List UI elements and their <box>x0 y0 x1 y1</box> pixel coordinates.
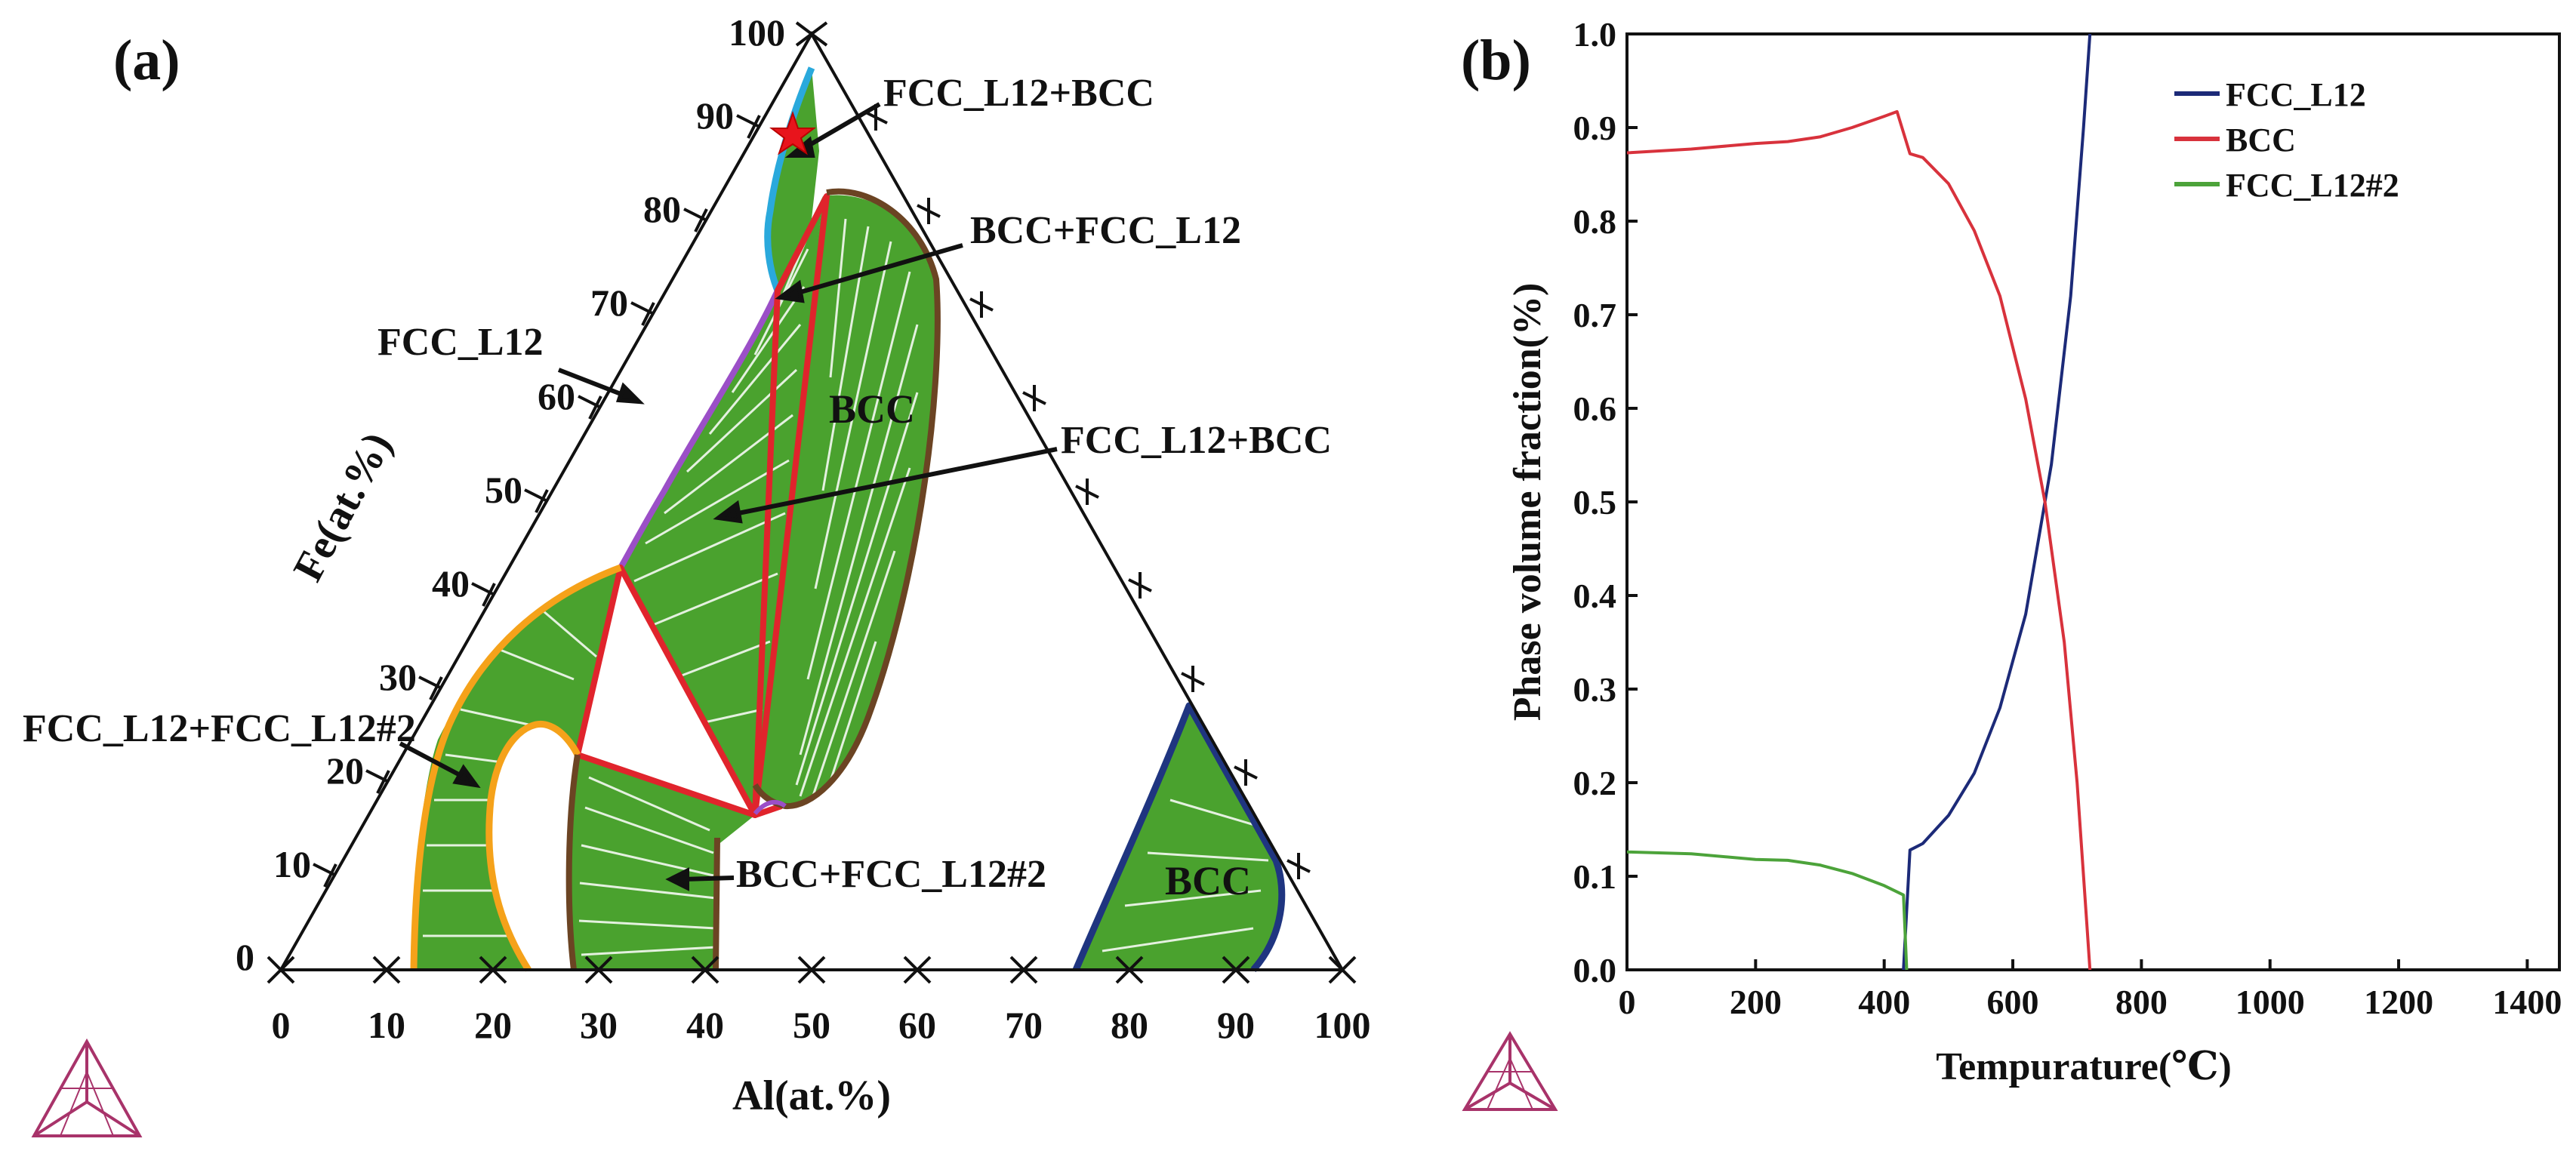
y-axis-ticks: 0.0 0.1 0.2 0.3 0.4 0.5 0.6 0.7 0.8 0.9 1.0 <box>1573 15 1638 989</box>
left-tick-label: 70 <box>590 282 628 324</box>
panel-a-label: (a) <box>113 29 180 92</box>
tick-marks <box>267 21 1357 984</box>
annotation-fcc-l12: FCC_L12 <box>377 321 544 364</box>
x-axis-ticks: 0 200 400 600 800 1000 1200 1400 <box>1619 959 2562 1021</box>
annotation-fcc-fcc2: FCC_L12+FCC_L12#2 <box>23 707 416 750</box>
plot-frame <box>1625 32 2561 971</box>
annotation-arrows <box>399 102 1058 891</box>
series-line-fcc-l12-2 <box>1626 850 1909 971</box>
brown-boundary-lens <box>752 188 941 810</box>
region-bcc-lens <box>755 195 938 807</box>
bottom-tick-label: 90 <box>1217 1004 1255 1046</box>
y-tick-label: 0.5 <box>1573 483 1617 522</box>
left-tick-label: 0 <box>236 936 254 978</box>
tie-lines <box>423 218 1273 956</box>
brown-boundary-right <box>713 837 720 971</box>
bottom-tick-labels: 0 10 20 30 40 50 60 70 80 90 100 <box>272 1004 1371 1046</box>
left-tick-label: 90 <box>696 94 734 137</box>
bottom-tick-label: 70 <box>1005 1004 1043 1046</box>
purple-link <box>753 799 787 816</box>
bottom-tick-label: 60 <box>898 1004 936 1046</box>
left-tick-labels: 0 10 20 30 40 50 60 70 80 90 100 <box>236 11 785 978</box>
annotation-bcc-fcc: BCC+FCC_L12 <box>970 209 1241 252</box>
y-axis-title: Phase volume fraction(%) <box>1506 283 1549 722</box>
x-tick-label: 400 <box>1858 983 1910 1021</box>
star-marker <box>769 110 816 155</box>
purple-boundary <box>618 289 781 570</box>
red-triangle-mid <box>752 195 830 818</box>
series-line-bcc <box>1626 109 2092 971</box>
y-tick-label: 0.1 <box>1573 857 1617 896</box>
y-tick-label: 0.7 <box>1573 296 1617 334</box>
x-axis-title: Tempurature(℃) <box>1936 1045 2232 1088</box>
y-tick-label: 0.8 <box>1573 202 1617 241</box>
series-lines <box>1626 33 2092 971</box>
bottom-tick-label: 30 <box>580 1004 618 1046</box>
region-top-fcc-bcc <box>767 68 819 291</box>
bottom-tick-label: 10 <box>368 1004 405 1046</box>
annotation-fcc-bcc-mid: FCC_L12+BCC <box>1061 419 1332 462</box>
x-tick-label: 600 <box>1987 983 2039 1021</box>
region-bcc-fcc2 <box>569 755 755 970</box>
left-tick-label: 30 <box>379 656 417 698</box>
left-tick-label: 50 <box>485 469 522 511</box>
orange-boundary-inner <box>485 720 581 972</box>
cyan-boundary <box>764 66 815 292</box>
left-tick-label: 60 <box>538 375 575 417</box>
orange-boundary-outer <box>410 564 622 971</box>
ternary-diagram: 0 10 20 30 40 50 60 70 80 90 100 0 10 20… <box>23 11 1371 1137</box>
x-tick-label: 0 <box>1619 983 1636 1021</box>
axis-label-al: Al(at.%) <box>732 1072 891 1119</box>
series-line-fcc-l12 <box>1902 33 2092 971</box>
x-tick-label: 800 <box>2115 983 2168 1021</box>
annotation-bcc-fcc2: BCC+FCC_L12#2 <box>736 853 1046 896</box>
bottom-tick-label: 0 <box>272 1004 291 1046</box>
phase-fraction-chart: (b) 0.0 0.1 0.2 0.3 0.4 0.5 0.6 0.7 0.8 0.9 1.0 0 2… <box>1461 15 2562 1111</box>
left-tick-label: 80 <box>643 188 681 230</box>
left-tick-label: 40 <box>432 562 470 605</box>
region-fcc-fcc2 <box>414 568 621 970</box>
left-tick-label: 100 <box>729 11 785 54</box>
panel-b-label: (b) <box>1461 29 1531 92</box>
brown-boundary-left <box>565 754 581 971</box>
y-tick-label: 0.4 <box>1573 577 1617 615</box>
phase-boundaries <box>410 66 1286 972</box>
x-tick-label: 1000 <box>2236 983 2305 1021</box>
x-tick-label: 1400 <box>2492 983 2562 1021</box>
y-tick-label: 0.3 <box>1573 670 1617 709</box>
legend-label: BCC <box>2226 122 2296 158</box>
annotation-top: FCC_L12+BCC <box>883 72 1154 115</box>
legend-label: FCC_L12 <box>2226 76 2366 113</box>
region-bcc-right <box>1076 706 1282 970</box>
y-tick-label: 0.9 <box>1573 109 1617 147</box>
bcc-center-label: BCC <box>829 386 915 432</box>
left-tick-label: 20 <box>326 749 364 792</box>
bottom-tick-label: 100 <box>1314 1004 1371 1046</box>
thermo-logo-icon-a <box>31 1038 143 1137</box>
bottom-tick-label: 40 <box>686 1004 724 1046</box>
thermo-logo-icon-b <box>1462 1031 1558 1111</box>
y-tick-label: 0.0 <box>1573 951 1617 989</box>
axis-label-fe: Fe(at.%) <box>285 425 402 589</box>
blue-boundary <box>1072 702 1286 972</box>
legend: FCC_L12 BCC FCC_L12#2 <box>2174 76 2399 204</box>
y-tick-label: 1.0 <box>1573 15 1617 54</box>
red-triangle-low <box>575 565 758 818</box>
x-tick-label: 1200 <box>2364 983 2433 1021</box>
bottom-tick-label: 50 <box>793 1004 830 1046</box>
x-tick-label: 200 <box>1730 983 1782 1021</box>
bcc-right-label: BCC <box>1165 858 1251 903</box>
left-tick-label: 10 <box>273 843 311 885</box>
legend-label: FCC_L12#2 <box>2226 167 2399 204</box>
y-tick-label: 0.2 <box>1573 764 1617 802</box>
bottom-tick-label: 80 <box>1111 1004 1148 1046</box>
bottom-tick-label: 20 <box>474 1004 512 1046</box>
y-tick-label: 0.6 <box>1573 389 1617 428</box>
